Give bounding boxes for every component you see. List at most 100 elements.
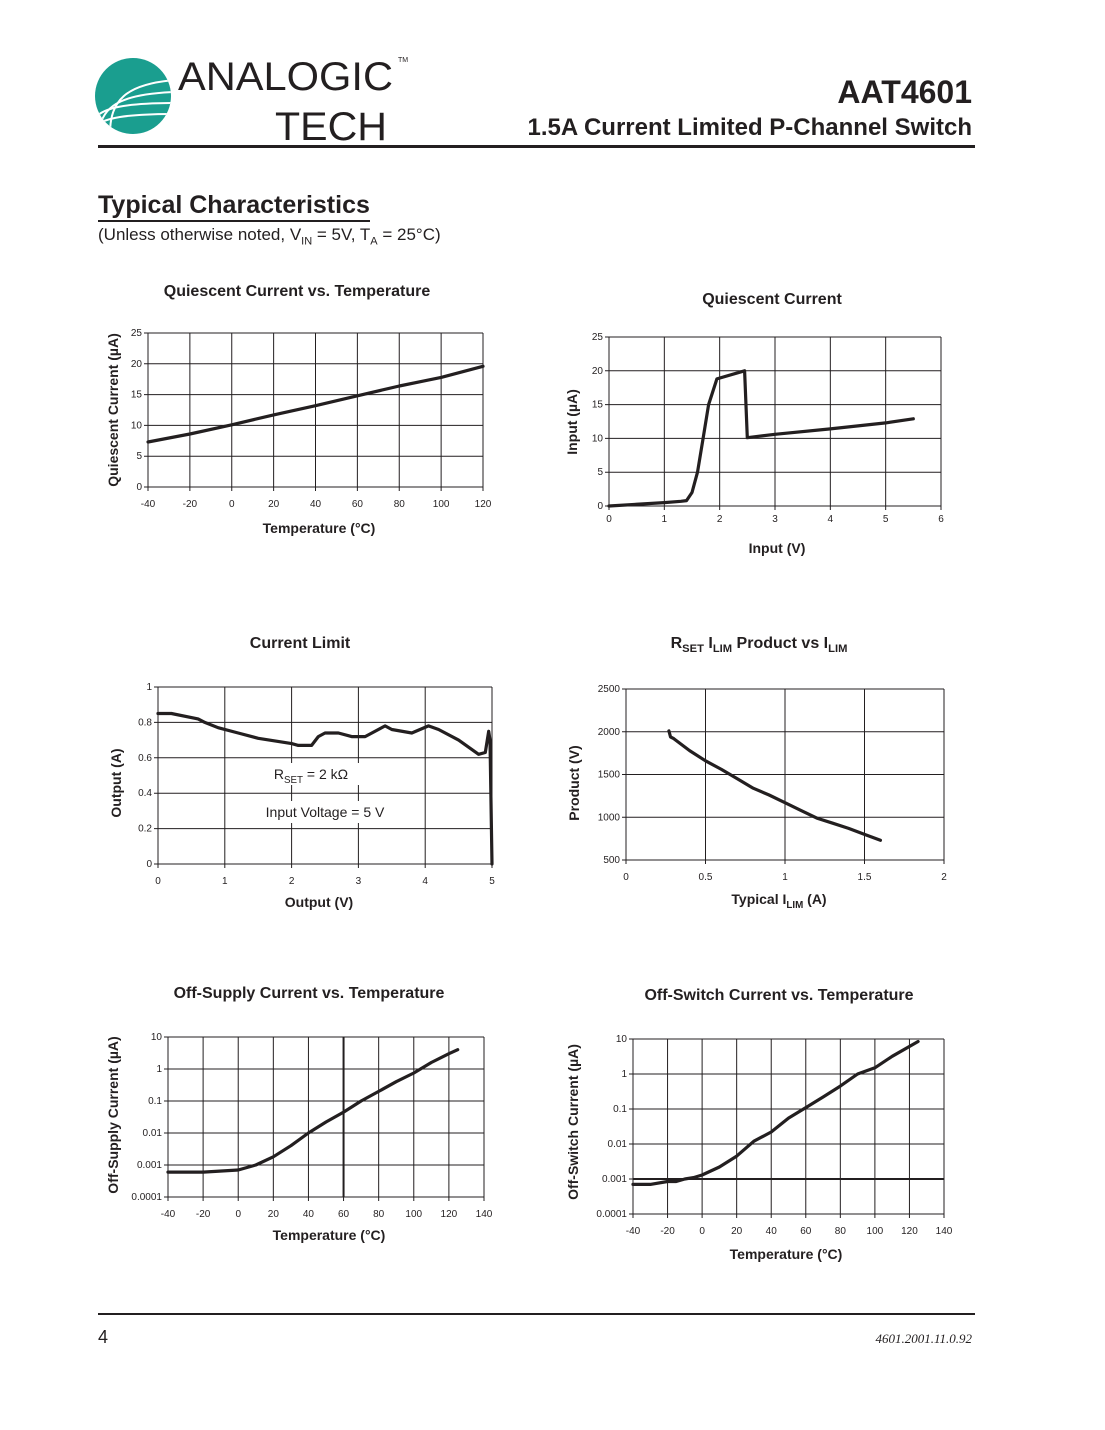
x-tick-label: 2	[289, 876, 295, 887]
chart-3: Current Limit Output (V) Output (A) 0 1 2 3 4 5 0…	[108, 635, 495, 910]
y-tick-label: 10	[616, 1034, 628, 1045]
chart-title: Off-Supply Current vs. Temperature	[174, 985, 445, 1002]
x-tick-label: 0	[229, 499, 235, 510]
chart-annotation: RSET = 2 kΩ	[274, 766, 348, 786]
x-tick-label: 100	[433, 499, 450, 510]
y-axis-label: Output (A)	[108, 748, 124, 817]
x-tick-label: 140	[936, 1226, 953, 1237]
x-tick-label: 20	[268, 499, 280, 510]
x-axis-label: Output (V)	[285, 894, 353, 910]
y-tick-label: 1	[146, 682, 152, 693]
chart-title: Quiescent Current	[702, 291, 842, 308]
chart-6: Off-Switch Current vs. Temperature Temper…	[565, 987, 953, 1262]
part-number: AAT4601	[837, 74, 972, 110]
y-tick-label: 1000	[598, 812, 621, 823]
logo-wordmark-line2: TECH	[275, 105, 387, 146]
x-tick-label: 120	[475, 499, 492, 510]
x-axis-label: Temperature (°C)	[263, 520, 376, 536]
chart-title: Current Limit	[250, 635, 351, 652]
x-tick-label: 100	[405, 1209, 422, 1220]
x-tick-label: 0.5	[699, 872, 713, 883]
y-tick-label: 5	[136, 451, 142, 462]
conditions-text: (Unless otherwise noted, V	[98, 225, 302, 244]
x-tick-label: 20	[731, 1226, 743, 1237]
page-number: 4	[98, 1327, 109, 1347]
x-tick-label: 20	[268, 1209, 280, 1220]
x-tick-label: 2	[941, 872, 947, 883]
y-tick-label: 0.8	[138, 717, 152, 728]
y-tick-label: 0.01	[143, 1128, 163, 1139]
x-tick-label: 3	[356, 876, 362, 887]
y-tick-label: 25	[131, 328, 143, 339]
x-tick-label: 0	[606, 514, 612, 525]
y-tick-label: 10	[592, 433, 604, 444]
data-series-line	[667, 729, 882, 842]
x-tick-label: 40	[303, 1209, 315, 1220]
x-tick-label: 1.5	[858, 872, 872, 883]
chart-2: Quiescent Current Input (V) Input (µA) 0 1 2 3…	[564, 291, 944, 556]
x-tick-label: 0	[155, 876, 161, 887]
y-tick-label: 25	[592, 332, 604, 343]
y-tick-label: 0.001	[602, 1174, 627, 1185]
y-tick-label: 0.0001	[131, 1192, 162, 1203]
x-tick-label: 120	[901, 1226, 918, 1237]
x-tick-label: -20	[183, 499, 198, 510]
y-tick-label: 0.01	[608, 1139, 628, 1150]
y-axis-label: Product (V)	[566, 745, 582, 820]
x-tick-label: 140	[476, 1209, 493, 1220]
y-tick-label: 1	[156, 1064, 162, 1075]
x-tick-label: 4	[422, 876, 428, 887]
y-tick-label: 15	[592, 400, 604, 411]
x-tick-label: 80	[394, 499, 406, 510]
x-tick-label: 0	[623, 872, 629, 883]
x-tick-label: 100	[867, 1226, 884, 1237]
logo-trademark: TM	[398, 57, 408, 64]
x-tick-label: -40	[141, 499, 156, 510]
y-tick-label: 20	[131, 359, 143, 370]
x-tick-label: 3	[772, 514, 778, 525]
annotation-background	[239, 763, 383, 785]
y-axis-label: Input (µA)	[564, 389, 580, 455]
conditions-text: = 25°C)	[377, 225, 441, 244]
y-tick-label: 20	[592, 366, 604, 377]
x-tick-label: 5	[489, 876, 495, 887]
footer-divider	[98, 1313, 975, 1315]
x-tick-label: 40	[310, 499, 322, 510]
x-tick-label: 60	[800, 1226, 812, 1237]
document-id: 4601.2001.11.0.92	[875, 1331, 972, 1346]
y-tick-label: 0	[597, 501, 603, 512]
y-tick-label: 0.6	[138, 753, 152, 764]
x-axis-label: Typical ILIM (A)	[731, 891, 826, 911]
x-tick-label: 40	[766, 1226, 778, 1237]
x-tick-label: 1	[222, 876, 228, 887]
y-tick-label: 15	[131, 390, 143, 401]
x-tick-label: 60	[352, 499, 364, 510]
y-tick-label: 0.0001	[596, 1209, 627, 1220]
y-tick-label: 1500	[598, 770, 621, 781]
section-title: Typical Characteristics	[98, 190, 370, 222]
conditions-sub: IN	[301, 235, 313, 248]
x-tick-label: -40	[626, 1226, 641, 1237]
conditions-sub: A	[370, 235, 378, 248]
data-series-line	[156, 711, 494, 866]
analogictech-logo: ANALOGIC TECH TM	[95, 55, 408, 146]
x-tick-label: 2	[717, 514, 723, 525]
logo-wordmark-line1: ANALOGIC	[178, 55, 393, 99]
chart-5: Off-Supply Current vs. Temperature Temper…	[105, 985, 493, 1243]
x-tick-label: -40	[161, 1209, 176, 1220]
x-tick-label: 1	[782, 872, 788, 883]
y-tick-label: 0	[146, 859, 152, 870]
chart-annotation: Input Voltage = 5 V	[266, 804, 385, 820]
x-tick-label: 60	[338, 1209, 350, 1220]
chart-title: Off-Switch Current vs. Temperature	[644, 987, 913, 1004]
part-description: 1.5A Current Limited P-Channel Switch	[527, 114, 972, 141]
annotation-background	[253, 801, 397, 823]
x-tick-label: -20	[660, 1226, 675, 1237]
data-series-line	[166, 1048, 460, 1174]
x-tick-label: 5	[883, 514, 889, 525]
y-tick-label: 10	[131, 420, 143, 431]
y-tick-label: 1	[621, 1069, 627, 1080]
x-tick-label: -20	[196, 1209, 211, 1220]
header-divider	[98, 145, 975, 148]
y-tick-label: 5	[597, 467, 603, 478]
